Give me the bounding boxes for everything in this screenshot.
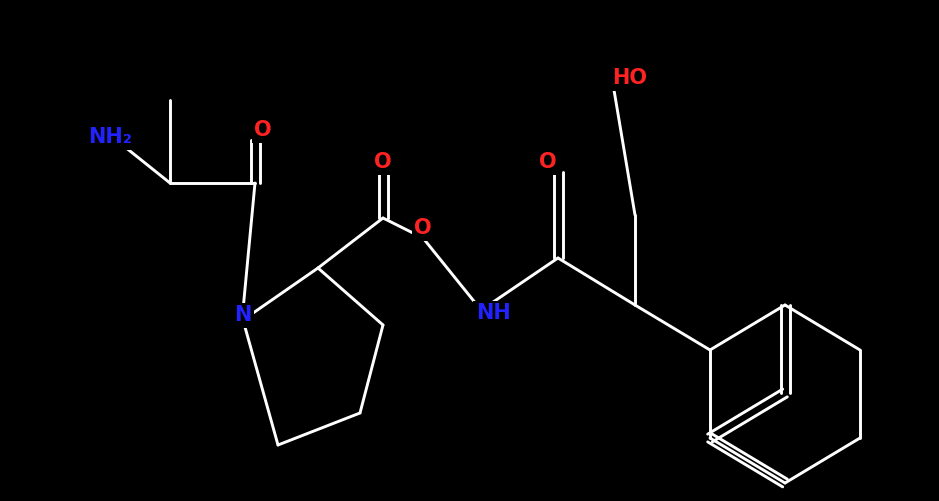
Text: N: N bbox=[235, 305, 252, 325]
Text: O: O bbox=[414, 218, 432, 238]
Text: O: O bbox=[539, 152, 557, 172]
Text: O: O bbox=[374, 152, 392, 172]
Text: O: O bbox=[254, 120, 271, 140]
Text: NH: NH bbox=[476, 303, 511, 323]
Text: HO: HO bbox=[612, 68, 648, 88]
Text: NH₂: NH₂ bbox=[88, 127, 131, 147]
